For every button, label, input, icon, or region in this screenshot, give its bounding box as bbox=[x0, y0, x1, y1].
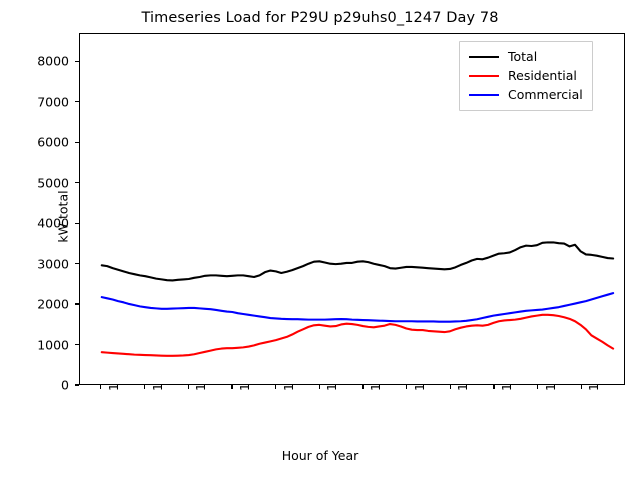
series-lines bbox=[80, 34, 624, 384]
y-tick-label: 2000 bbox=[37, 296, 69, 312]
y-tick-label: 0 bbox=[61, 377, 69, 393]
y-tick-label: 4000 bbox=[37, 215, 69, 231]
y-tick-label: 6000 bbox=[37, 134, 69, 150]
legend-label-total: Total bbox=[508, 49, 538, 64]
x-tick-mark bbox=[493, 385, 495, 389]
legend-label-residential: Residential bbox=[508, 68, 577, 83]
y-tick-mark bbox=[75, 384, 79, 386]
y-tick-mark bbox=[75, 101, 79, 103]
x-tick-mark bbox=[536, 385, 539, 389]
y-tick-label: 3000 bbox=[37, 256, 69, 272]
x-tick-mark bbox=[405, 385, 408, 389]
chart-legend: Total Residential Commercial bbox=[459, 41, 593, 111]
y-tick-mark bbox=[75, 343, 79, 346]
series-line-residential bbox=[102, 315, 613, 356]
x-axis-label: Hour of Year bbox=[281, 448, 359, 463]
y-tick-mark bbox=[75, 222, 79, 224]
y-tick-label: 7000 bbox=[37, 94, 69, 110]
x-tick-mark bbox=[231, 385, 233, 389]
legend-swatch-total bbox=[469, 55, 499, 58]
y-tick-label: 8000 bbox=[37, 53, 69, 69]
x-tick-mark bbox=[143, 385, 146, 389]
legend-item-residential: Residential bbox=[469, 66, 583, 85]
series-line-total bbox=[102, 242, 613, 280]
y-tick-mark bbox=[75, 262, 79, 265]
x-tick-mark bbox=[449, 385, 451, 389]
x-tick-mark bbox=[187, 385, 189, 389]
y-tick-mark bbox=[75, 182, 79, 184]
x-tick-mark bbox=[318, 385, 320, 389]
legend-swatch-commercial bbox=[469, 93, 499, 96]
x-tick-mark bbox=[362, 385, 364, 389]
x-tick-mark bbox=[100, 385, 102, 389]
legend-item-commercial: Commercial bbox=[469, 85, 583, 104]
x-tick-mark bbox=[274, 385, 277, 389]
legend-item-total: Total bbox=[469, 47, 583, 66]
y-tick-mark bbox=[75, 141, 79, 143]
series-line-commercial bbox=[102, 293, 613, 322]
y-tick-mark bbox=[75, 303, 79, 305]
y-tick-mark bbox=[75, 60, 79, 62]
y-tick-label: 1000 bbox=[37, 337, 69, 353]
y-tick-label: 5000 bbox=[37, 175, 69, 191]
legend-label-commercial: Commercial bbox=[508, 87, 583, 102]
legend-swatch-residential bbox=[469, 74, 499, 77]
x-tick-mark bbox=[580, 385, 582, 389]
chart-title: Timeseries Load for P29U p29uhs0_1247 Da… bbox=[141, 10, 499, 26]
